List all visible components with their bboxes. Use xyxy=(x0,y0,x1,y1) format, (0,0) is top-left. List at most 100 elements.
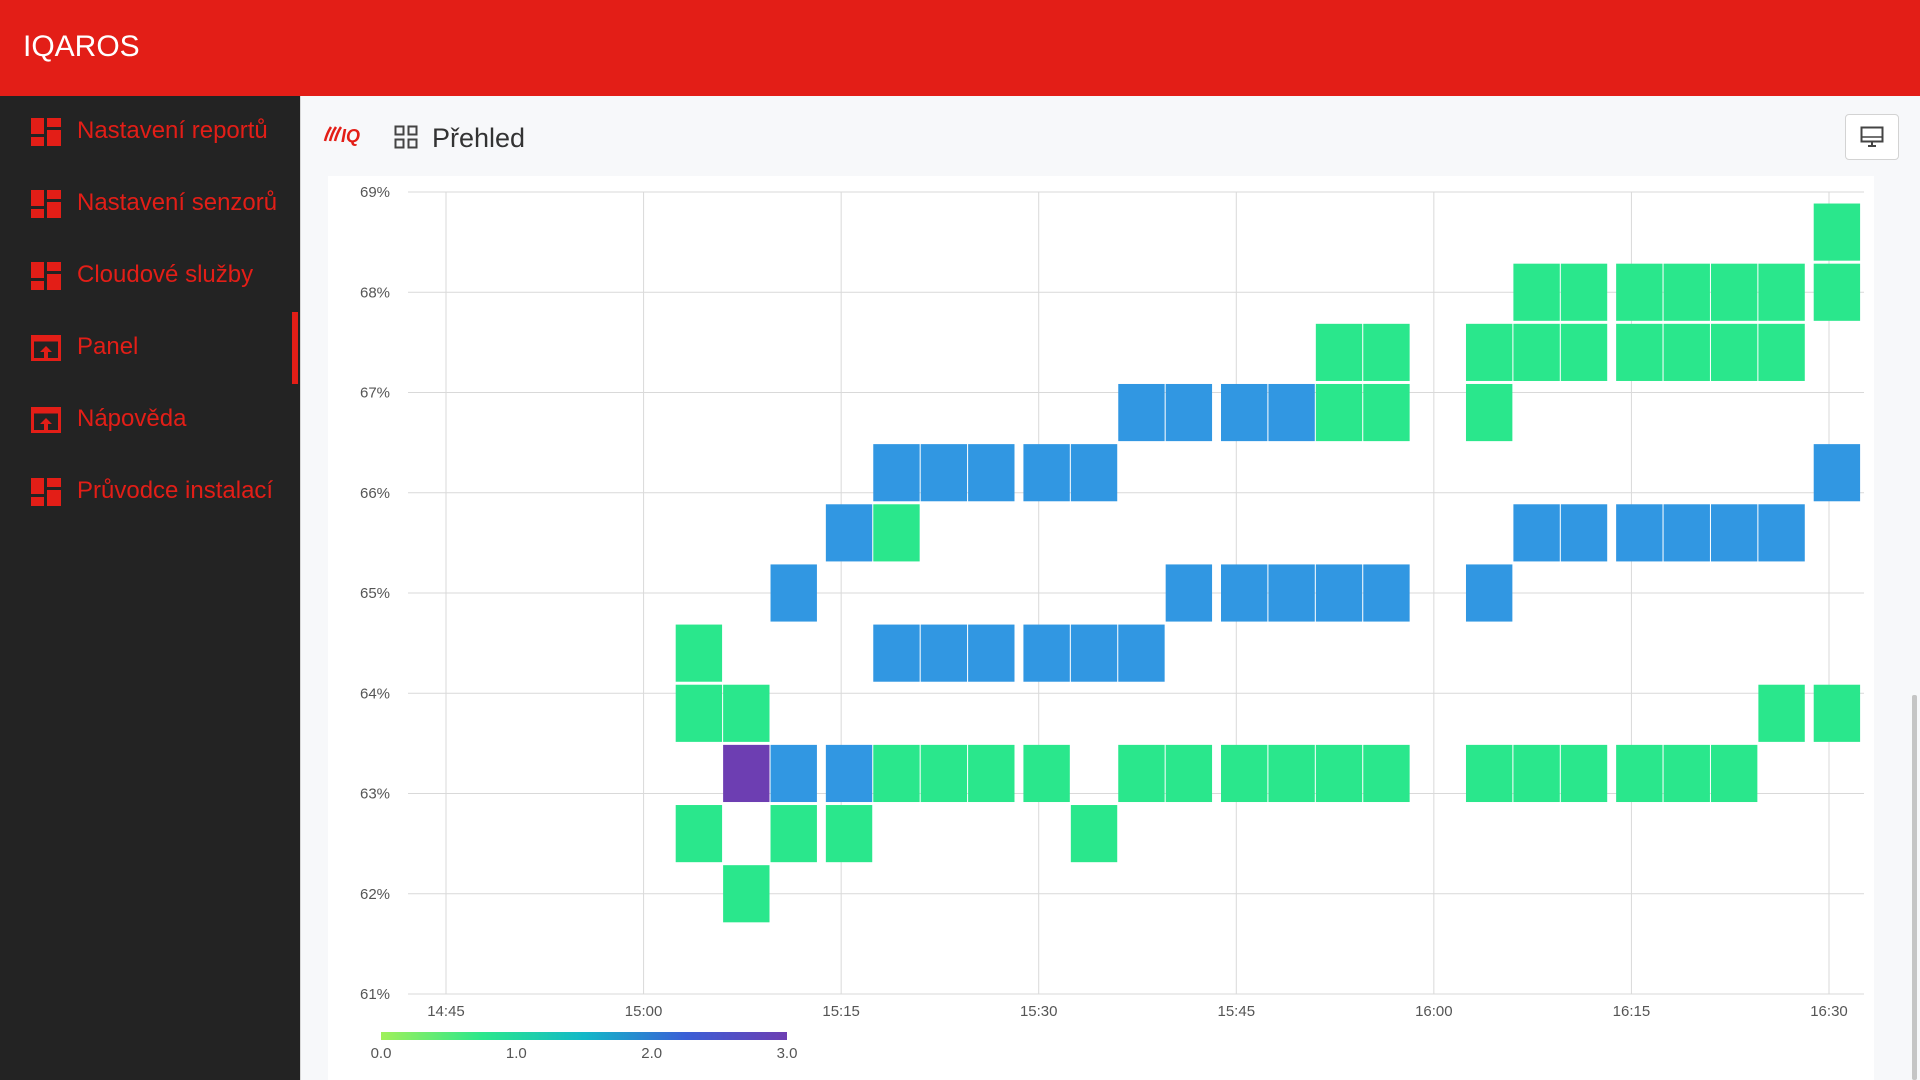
heatmap-cell[interactable] xyxy=(1616,263,1663,321)
heatmap-cell[interactable] xyxy=(968,624,1015,682)
heatmap-cell[interactable] xyxy=(1465,744,1513,803)
heatmap-cell[interactable] xyxy=(1363,383,1410,442)
heatmap-cell[interactable] xyxy=(1023,744,1070,803)
heatmap-cell[interactable] xyxy=(1220,564,1268,622)
heatmap-cell[interactable] xyxy=(825,805,873,863)
heatmap-cell[interactable] xyxy=(1023,444,1070,502)
heatmap-cell[interactable] xyxy=(723,865,770,923)
sidebar-item-help[interactable]: Nápověda xyxy=(0,384,300,456)
display-mode-button[interactable] xyxy=(1845,114,1899,160)
heatmap-cell[interactable] xyxy=(1616,323,1663,381)
sidebar-item-label: Průvodce instalací xyxy=(77,477,274,504)
heatmap-cell[interactable] xyxy=(1363,744,1410,803)
heatmap-cell[interactable] xyxy=(723,684,770,742)
heatmap-cell[interactable] xyxy=(1758,263,1805,321)
heatmap-cell[interactable] xyxy=(1663,744,1710,803)
heatmap-cell[interactable] xyxy=(1710,323,1758,381)
heatmap-cell[interactable] xyxy=(920,744,968,803)
heatmap-cell[interactable] xyxy=(1315,564,1363,622)
app-title: IQAROS xyxy=(23,30,140,63)
heatmap-cell[interactable] xyxy=(1758,323,1805,381)
heatmap-cell[interactable] xyxy=(675,624,723,682)
heatmap-cell[interactable] xyxy=(1315,323,1363,381)
heatmap-cell[interactable] xyxy=(1220,744,1268,803)
heatmap-cell[interactable] xyxy=(1118,744,1165,803)
heatmap-cell[interactable] xyxy=(825,504,873,562)
heatmap-cell[interactable] xyxy=(1465,383,1513,442)
heatmap-cell[interactable] xyxy=(1465,323,1513,381)
heatmap-cell[interactable] xyxy=(968,744,1015,803)
heatmap-cell[interactable] xyxy=(1513,323,1560,381)
heatmap-cell[interactable] xyxy=(1363,564,1410,622)
x-tick-label: 14:45 xyxy=(427,1003,465,1020)
heatmap-cell[interactable] xyxy=(1663,263,1710,321)
heatmap-cell[interactable] xyxy=(675,805,723,863)
heatmap-cell[interactable] xyxy=(1560,323,1608,381)
heatmap-cell[interactable] xyxy=(1165,383,1213,442)
heatmap-cell[interactable] xyxy=(968,444,1015,502)
sidebar-item-report-settings[interactable]: Nastavení reportů xyxy=(0,96,300,168)
heatmap-cell[interactable] xyxy=(1363,323,1410,381)
heatmap-cell[interactable] xyxy=(1070,805,1118,863)
heatmap-cell[interactable] xyxy=(1758,504,1805,562)
heatmap-cell[interactable] xyxy=(1315,383,1363,442)
heatmap-cell[interactable] xyxy=(1560,263,1608,321)
heatmap-cell[interactable] xyxy=(1813,263,1861,321)
heatmap-cell[interactable] xyxy=(1616,744,1663,803)
heatmap-cell[interactable] xyxy=(770,805,817,863)
heatmap-cell[interactable] xyxy=(1165,564,1213,622)
heatmap-cell[interactable] xyxy=(1070,444,1118,502)
heatmap-cell[interactable] xyxy=(770,564,817,622)
heatmap-cell[interactable] xyxy=(1118,383,1165,442)
heatmap-cell[interactable] xyxy=(920,624,968,682)
scrollbar-thumb[interactable] xyxy=(1912,695,1917,1080)
heatmap-cell[interactable] xyxy=(1220,383,1268,442)
heatmap-cell[interactable] xyxy=(1663,504,1710,562)
heatmap-cell[interactable] xyxy=(1070,624,1118,682)
y-tick-label: 67% xyxy=(360,385,390,402)
y-tick-label: 64% xyxy=(360,685,390,702)
heatmap-cell[interactable] xyxy=(1758,684,1805,742)
colorbar xyxy=(381,1032,787,1040)
heatmap-cell[interactable] xyxy=(825,744,873,803)
heatmap-cell[interactable] xyxy=(873,624,920,682)
grid-view-icon xyxy=(394,125,418,149)
heatmap-cell[interactable] xyxy=(1616,504,1663,562)
heatmap-cell[interactable] xyxy=(1710,504,1758,562)
heatmap-cell[interactable] xyxy=(1813,684,1861,742)
heatmap-cell[interactable] xyxy=(1813,203,1861,261)
sidebar-item-sensor-settings[interactable]: Nastavení senzorů xyxy=(0,168,300,240)
heatmap-cell[interactable] xyxy=(770,744,817,803)
heatmap-cell[interactable] xyxy=(920,444,968,502)
heatmap-cell[interactable] xyxy=(1465,564,1513,622)
heatmap-cell[interactable] xyxy=(1663,323,1710,381)
monitor-icon xyxy=(1860,126,1884,147)
sidebar-item-panel[interactable]: Panel xyxy=(0,312,300,384)
heatmap-cell[interactable] xyxy=(1813,444,1861,502)
heatmap-cell[interactable] xyxy=(1710,263,1758,321)
y-tick-label: 69% xyxy=(360,184,390,201)
heatmap-cell[interactable] xyxy=(1268,564,1315,622)
heatmap-cell[interactable] xyxy=(1560,504,1608,562)
heatmap-cell[interactable] xyxy=(1560,744,1608,803)
heatmap-chart: 61% 62% 63% 64% 65% 66% 67% 68% 69% 14:45 15:00 15:… xyxy=(360,184,1864,1062)
heatmap-cell[interactable] xyxy=(873,444,920,502)
heatmap-cell[interactable] xyxy=(723,744,770,803)
heatmap-cell[interactable] xyxy=(1165,744,1213,803)
heatmap-cell[interactable] xyxy=(1315,744,1363,803)
heatmap-cell[interactable] xyxy=(1513,744,1560,803)
heatmap-cell[interactable] xyxy=(1268,383,1315,442)
heatmap-cell[interactable] xyxy=(873,744,920,803)
dashboard-grid-icon xyxy=(31,118,61,146)
sidebar-item-cloud-services[interactable]: Cloudové služby xyxy=(0,240,300,312)
heatmap-cell[interactable] xyxy=(1268,744,1315,803)
heatmap-cell[interactable] xyxy=(1513,263,1560,321)
heatmap-cell[interactable] xyxy=(1513,504,1560,562)
heatmap-cell[interactable] xyxy=(675,684,723,742)
page-header: IQ Přehled xyxy=(301,96,1920,176)
heatmap-cell[interactable] xyxy=(873,504,920,562)
heatmap-cell[interactable] xyxy=(1710,744,1758,803)
sidebar-item-install-wizard[interactable]: Průvodce instalací xyxy=(0,456,300,528)
heatmap-cell[interactable] xyxy=(1118,624,1165,682)
heatmap-cell[interactable] xyxy=(1023,624,1070,682)
